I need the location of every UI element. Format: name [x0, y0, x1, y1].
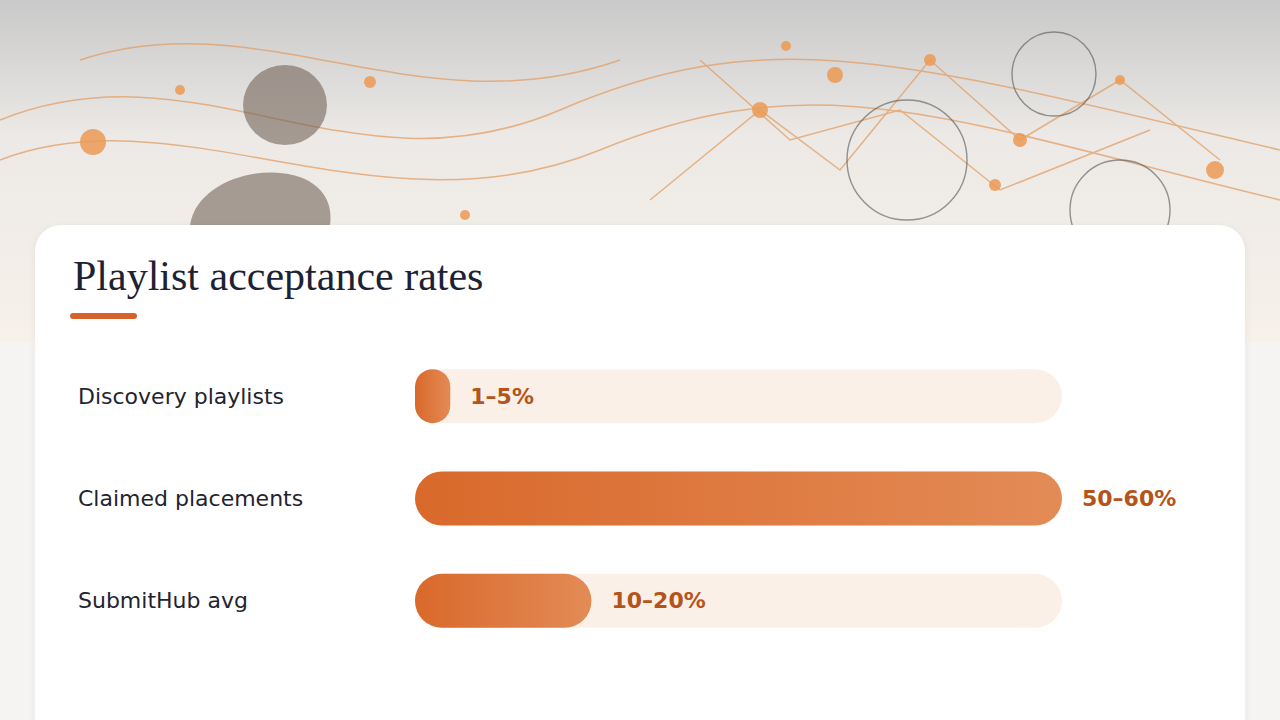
svg-text:SubmitHub avg: SubmitHub avg — [78, 588, 248, 613]
svg-text:Discovery playlists: Discovery playlists — [78, 384, 284, 409]
svg-text:10–20%: 10–20% — [611, 588, 705, 613]
svg-text:Claimed placements: Claimed placements — [78, 486, 303, 511]
svg-text:1–5%: 1–5% — [470, 384, 534, 409]
svg-text:50–60%: 50–60% — [1082, 486, 1176, 511]
svg-text:Playlist acceptance rates: Playlist acceptance rates — [73, 253, 483, 299]
